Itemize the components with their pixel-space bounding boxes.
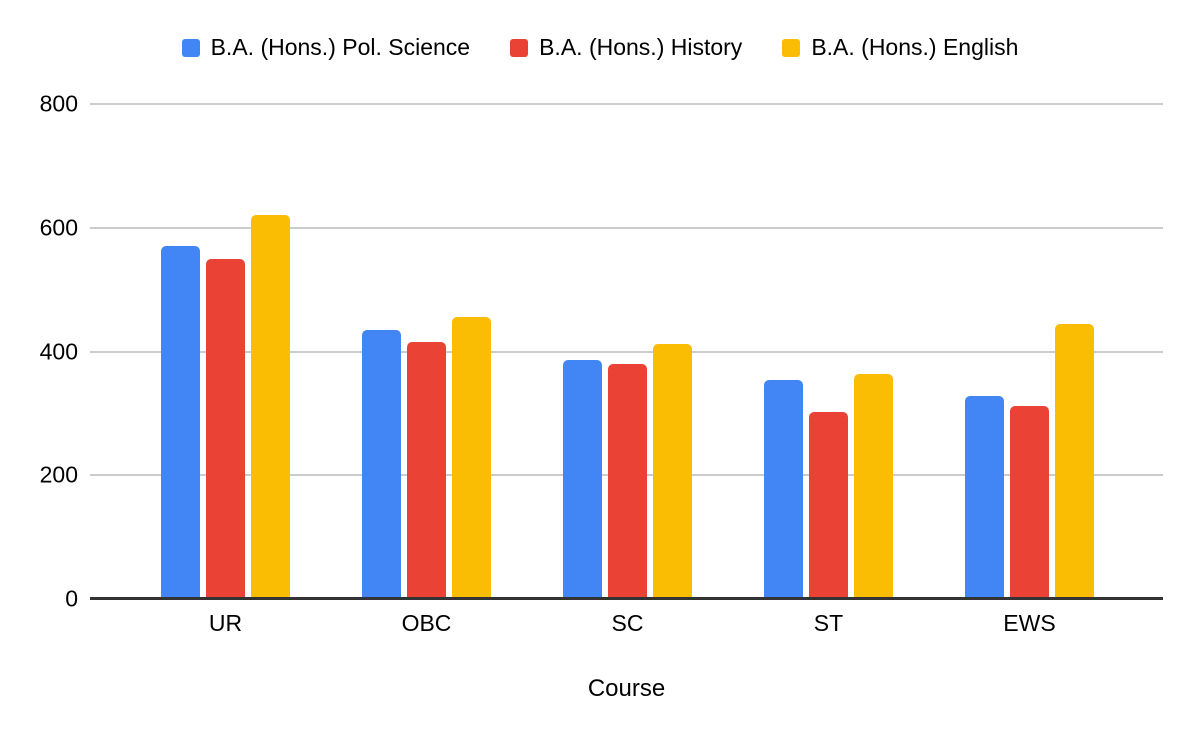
bar (362, 329, 401, 599)
legend-item: B.A. (Hons.) Pol. Science (181, 34, 471, 61)
legend-item: B.A. (Hons.) English (782, 34, 1018, 61)
legend-item: B.A. (Hons.) History (510, 34, 742, 61)
bar (653, 344, 692, 599)
bar (965, 396, 1004, 599)
bar (206, 258, 245, 599)
bar (161, 246, 200, 599)
x-tick-label: UR (208, 610, 243, 636)
bar (563, 359, 602, 599)
x-axis-title: Course (587, 675, 666, 702)
gridline (90, 226, 1163, 229)
bar (1010, 405, 1049, 599)
legend-swatch-icon (510, 38, 529, 57)
bar (809, 412, 848, 599)
bar-group-sc (527, 104, 728, 599)
bar (608, 363, 647, 599)
x-tick-label: ST (813, 610, 844, 636)
x-axis: UR OBC SC ST EWS (125, 610, 1130, 637)
bar (1055, 324, 1094, 599)
bar (764, 379, 803, 599)
gridline (90, 103, 1163, 105)
y-tick-label: 0 (65, 585, 78, 612)
y-tick-label: 400 (39, 338, 78, 364)
plot-area (90, 103, 1163, 600)
x-axis-line (90, 597, 1163, 600)
y-tick-label: 200 (39, 461, 78, 488)
bar-group-ews (929, 104, 1130, 599)
legend-label: B.A. (Hons.) English (811, 34, 1019, 60)
legend-label: B.A. (Hons.) History (539, 34, 743, 60)
bar-group-st (728, 104, 929, 599)
bar (854, 373, 893, 599)
gridline (90, 350, 1163, 353)
legend-label: B.A. (Hons.) Pol. Science (210, 34, 471, 60)
x-tick-label: SC (611, 610, 644, 636)
bar (407, 342, 446, 599)
legend-swatch-icon (782, 38, 801, 57)
bar (251, 215, 290, 599)
y-tick-label: 600 (39, 214, 78, 241)
bar-groups (125, 104, 1130, 599)
bar-group-obc (326, 104, 527, 599)
y-tick-label: 800 (39, 90, 78, 117)
x-tick-label: OBC (401, 610, 452, 636)
bar (452, 317, 491, 599)
y-axis: 0 200 400 600 800 (0, 92, 78, 610)
legend-swatch-icon (181, 38, 200, 57)
x-tick-label: EWS (1003, 610, 1056, 636)
chart-legend: B.A. (Hons.) Pol. Science B.A. (Hons.) Hi… (0, 34, 1200, 61)
bar-group-ur (125, 104, 326, 599)
